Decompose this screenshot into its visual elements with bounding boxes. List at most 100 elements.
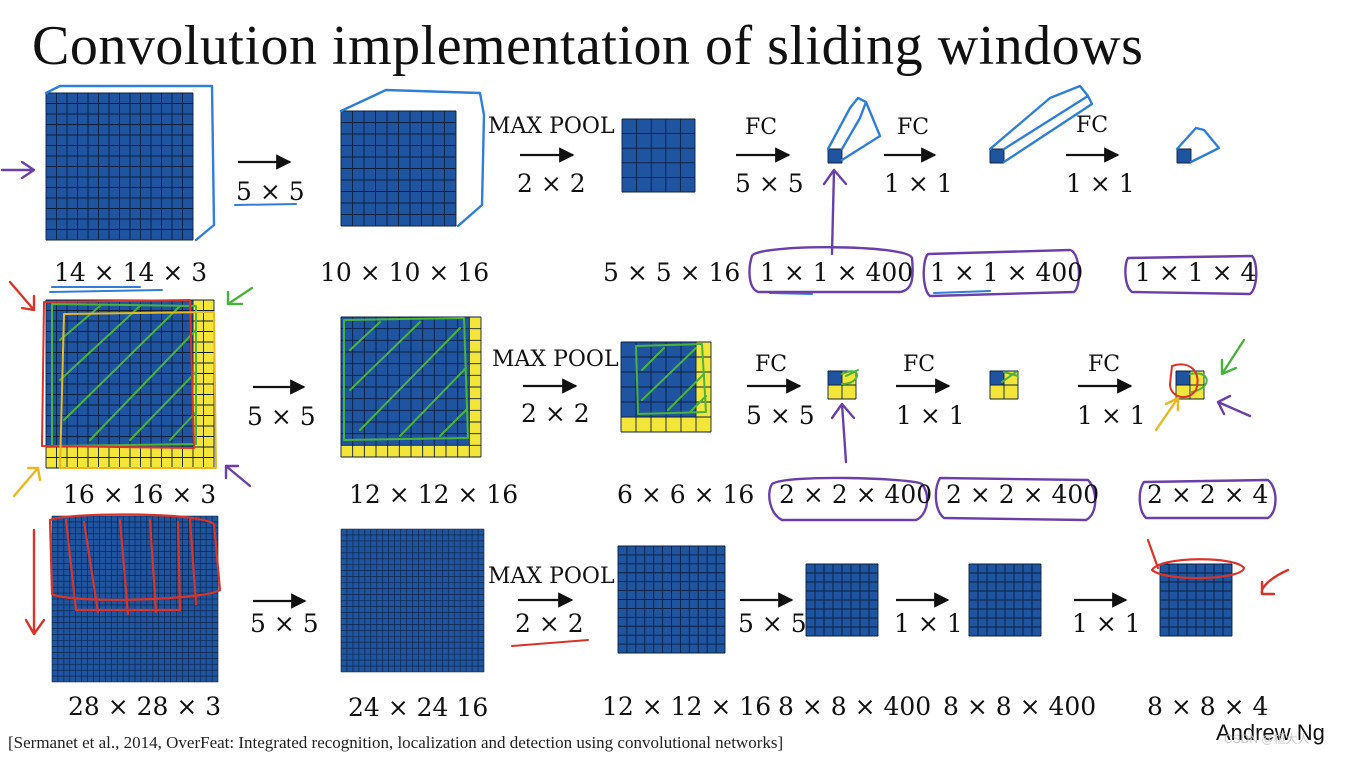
row2-fc1-dims-circle <box>768 476 929 522</box>
row1-input-dims-underline <box>49 286 163 293</box>
row1-fc1-depth-sketch <box>826 96 882 162</box>
row2-fc3-dims-circle <box>1138 478 1277 520</box>
row1-pool-block <box>621 118 696 193</box>
row2-input-yellow-pointer <box>12 466 42 498</box>
row2-input-yellow-window <box>59 311 217 469</box>
row1-fc2-kernel: 1 × 1 <box>884 169 953 198</box>
row2-fc3-purple-pointer <box>1216 394 1252 418</box>
row3-fc2-dims: 8 × 8 × 400 <box>943 692 1096 721</box>
row2-input-dims: 16 × 16 × 3 <box>63 480 216 509</box>
row3-input-dims: 28 × 28 × 3 <box>68 692 221 721</box>
row3-fc3-red-pointer <box>1260 568 1290 596</box>
row2-maxpool-label: MAX POOL <box>492 347 619 372</box>
watermark: CSDN @桓大人 <box>1224 732 1310 746</box>
row2-fc2-label: FC <box>903 352 935 377</box>
row3-fc2-block <box>968 563 1042 637</box>
row1-fc3-label: FC <box>1076 113 1108 138</box>
row1-fc3-dims: 1 × 1 × 4 <box>1135 258 1256 287</box>
row1-conv-depth-sketch <box>339 88 486 228</box>
row1-fc2-dims-underline <box>933 290 991 294</box>
row2-pool-dims: 6 × 6 × 16 <box>617 480 754 509</box>
row3-pool-dims: 12 × 12 × 16 <box>602 692 771 721</box>
row1-fc2-dims: 1 × 1 × 400 <box>930 258 1083 287</box>
row3-input-red-pointer <box>24 528 46 636</box>
row2-input-corner-pointer <box>224 464 252 488</box>
row1-fc1-pointer <box>822 168 848 256</box>
row2-conv-block <box>340 316 482 458</box>
row3-input-red-windows <box>48 513 222 616</box>
row2-fc1-block <box>827 370 857 400</box>
row2-fc2-dims: 2 × 2 × 400 <box>946 480 1099 509</box>
row2-fc3-kernel: 1 × 1 <box>1077 401 1146 430</box>
row3-fc1-block <box>805 563 879 637</box>
row2-pool-green-window <box>635 343 707 415</box>
row2-fc2-dims-circle <box>934 476 1097 522</box>
slide-title: Convolution implementation of sliding wi… <box>32 15 1144 77</box>
row1-input-pointer <box>0 160 36 180</box>
citation: [Sermanet et al., 2014, OverFeat: Integr… <box>8 733 784 752</box>
row1-fc2-block <box>989 148 1005 164</box>
row2-fc1-green-mark <box>841 369 859 385</box>
row1-maxpool-label: MAX POOL <box>488 114 615 139</box>
row1-input-depth-sketch <box>44 84 216 242</box>
row1-fc2-depth-sketch <box>988 84 1094 164</box>
row2-input-red-pointer <box>8 280 36 312</box>
row1-fc2-dims-circle <box>922 248 1081 298</box>
row2-fc2-kernel: 1 × 1 <box>896 401 965 430</box>
row3-maxpool-label: MAX POOL <box>488 564 615 589</box>
row2-pool-block <box>620 341 712 433</box>
row2-pool-kernel: 2 × 2 <box>521 399 590 428</box>
row1-fc1-block <box>827 148 843 164</box>
row3-fc3-block <box>1159 563 1233 637</box>
row1-fc3-dims-circle <box>1124 254 1258 296</box>
row3-fc3-red-circle <box>1146 538 1246 580</box>
row1-fc3-depth-sketch <box>1175 126 1221 164</box>
row1-fc1-dims: 1 × 1 × 400 <box>760 258 913 287</box>
author-signature: Andrew Ng <box>1216 720 1325 745</box>
row2-conv-kernel: 5 × 5 <box>247 402 316 431</box>
row2-conv-dims: 12 × 12 × 16 <box>349 480 518 509</box>
row3-fc3-dims: 8 × 8 × 4 <box>1147 692 1268 721</box>
row2-fc3-yellow-pointer <box>1154 396 1180 432</box>
row2-fc3-label: FC <box>1088 352 1120 377</box>
row1-conv-kernel-underline <box>234 203 297 206</box>
row2-input-red-window <box>41 299 195 449</box>
row3-pool-kernel: 2 × 2 <box>515 609 584 638</box>
row1-fc2-label: FC <box>897 115 929 140</box>
row3-conv-dims: 24 × 24 16 <box>348 693 488 722</box>
row1-fc3-block <box>1176 148 1192 164</box>
row1-fc1-dims-circle <box>748 246 914 294</box>
row2-fc1-pointer <box>830 402 856 464</box>
row2-fc3-green-pointer <box>1220 338 1246 376</box>
row3-conv-kernel: 5 × 5 <box>250 609 319 638</box>
row1-conv-kernel: 5 × 5 <box>236 177 305 206</box>
row1-pool-kernel: 2 × 2 <box>517 169 586 198</box>
row2-fc1-label: FC <box>755 352 787 377</box>
row2-input-green-window <box>51 303 197 447</box>
row2-fc3-dims: 2 × 2 × 4 <box>1147 480 1268 509</box>
row1-fc1-label: FC <box>745 115 777 140</box>
row3-conv-block <box>340 528 485 673</box>
row3-pool-kernel-underline <box>511 639 589 647</box>
row3-fc1-dims: 8 × 8 × 400 <box>778 692 931 721</box>
row1-fc3-kernel: 1 × 1 <box>1066 169 1135 198</box>
row1-input-dims: 14 × 14 × 3 <box>54 258 207 287</box>
row3-pool-block <box>617 545 726 654</box>
row2-input-green-pointer <box>226 286 254 306</box>
row1-conv-dims: 10 × 10 × 16 <box>320 258 489 287</box>
row1-input-block <box>45 92 194 241</box>
row1-pool-dims: 5 × 5 × 16 <box>603 258 740 287</box>
row3-fc1-kernel: 5 × 5 <box>738 609 807 638</box>
row3-fc3-kernel: 1 × 1 <box>1072 609 1141 638</box>
row2-conv-green-window <box>343 317 469 441</box>
row2-input-block <box>45 299 215 469</box>
row2-fc3-red-circle <box>1169 363 1199 399</box>
row3-fc2-kernel: 1 × 1 <box>894 609 963 638</box>
row1-conv-block <box>340 110 457 227</box>
row2-fc1-kernel: 5 × 5 <box>746 401 815 430</box>
row1-fc1-kernel: 5 × 5 <box>735 169 804 198</box>
row2-fc2-green-mark <box>1001 371 1019 383</box>
row2-fc1-dims: 2 × 2 × 400 <box>779 480 932 509</box>
